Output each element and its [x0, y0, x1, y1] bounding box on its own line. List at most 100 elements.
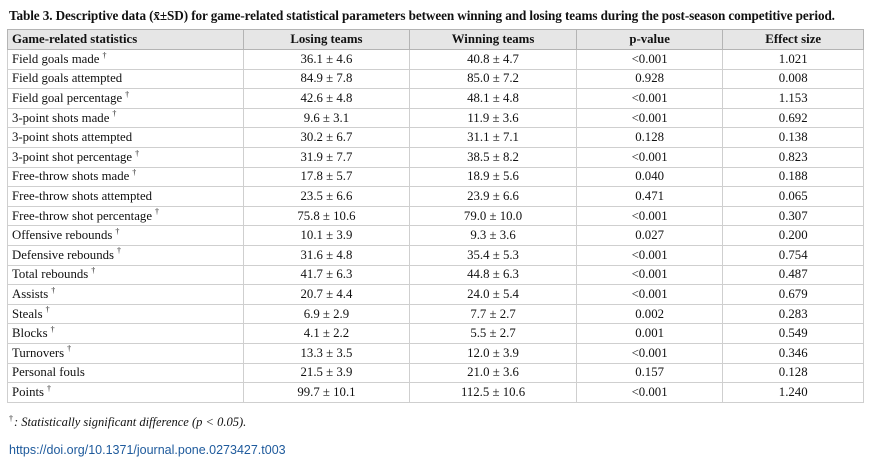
effect-size-cell: 0.679	[722, 284, 864, 305]
table-row: Field goal percentage † 42.6 ± 4.8 48.1 ± 4…	[7, 88, 864, 109]
header-winning-teams: Winning teams	[409, 29, 577, 50]
stat-name: Assists	[12, 286, 49, 301]
losing-teams-cell: 9.6 ± 3.1	[242, 107, 411, 129]
effect-size-cell: 1.021	[722, 49, 864, 70]
table-row: Defensive rebounds † 31.6 ± 4.8 35.4 ± 5.3 <…	[7, 244, 864, 266]
stat-name: Field goals attempted	[12, 71, 123, 86]
stat-name: Blocks	[12, 326, 48, 341]
stat-name-cell: Free-throw shots made †	[7, 166, 244, 188]
header-losing-teams: Losing teams	[242, 29, 411, 50]
winning-teams-cell: 112.5 ± 10.6	[409, 382, 577, 403]
effect-size-cell: 1.240	[722, 382, 864, 403]
p-value-cell: 0.157	[575, 362, 724, 384]
p-value-cell: <0.001	[575, 284, 724, 305]
losing-teams-cell: 75.8 ± 10.6	[242, 205, 411, 227]
stat-name: Personal fouls	[12, 365, 85, 380]
winning-teams-cell: 11.9 ± 3.6	[409, 107, 577, 129]
winning-teams-cell: 23.9 ± 6.6	[409, 186, 577, 207]
stat-name-cell: Assists †	[7, 284, 244, 305]
significance-dagger: †	[132, 168, 137, 178]
stat-name-cell: Blocks †	[7, 323, 244, 344]
p-value-cell: <0.001	[575, 49, 724, 70]
significance-dagger: †	[45, 305, 50, 315]
table-caption: Table 3. Descriptive data (x̄±SD) for ga…	[9, 8, 835, 23]
stat-name-cell: Field goals made †	[7, 49, 244, 70]
table-row: 3-point shots made † 9.6 ± 3.1 11.9 ± 3.6 <0…	[7, 107, 864, 129]
losing-teams-cell: 41.7 ± 6.3	[242, 264, 411, 286]
losing-teams-cell: 17.8 ± 5.7	[242, 166, 411, 188]
stat-name: Free-throw shots attempted	[12, 188, 153, 203]
winning-teams-cell: 7.7 ± 2.7	[409, 303, 577, 325]
winning-teams-cell: 5.5 ± 2.7	[409, 323, 577, 344]
winning-teams-cell: 40.8 ± 4.7	[409, 49, 577, 70]
header-effect-size: Effect size	[722, 29, 864, 50]
table-row: Personal fouls 21.5 ± 3.9 21.0 ± 3.6 0.157 0…	[7, 362, 864, 384]
losing-teams-cell: 42.6 ± 4.8	[242, 88, 411, 109]
table-row: Free-throw shots attempted 23.5 ± 6.6 23.9…	[7, 186, 864, 207]
p-value-cell: 0.471	[575, 186, 724, 207]
winning-teams-cell: 44.8 ± 6.3	[409, 264, 577, 286]
table-row: 3-point shot percentage † 31.9 ± 7.7 38.5 ±…	[7, 146, 864, 168]
effect-size-cell: 0.128	[722, 362, 864, 384]
losing-teams-cell: 36.1 ± 4.6	[242, 49, 411, 70]
table-row: Free-throw shots made † 17.8 ± 5.7 18.9 ± 5…	[7, 166, 864, 188]
table-row: 3-point shots attempted 30.2 ± 6.7 31.1 ± …	[7, 127, 864, 148]
stat-name: 3-point shots made	[12, 110, 110, 125]
stat-name: 3-point shot percentage	[12, 149, 133, 164]
effect-size-cell: 0.188	[722, 166, 864, 188]
stat-name-cell: Offensive rebounds †	[7, 225, 244, 246]
winning-teams-cell: 48.1 ± 4.8	[409, 88, 577, 109]
doi-link[interactable]: https://doi.org/10.1371/journal.pone.027…	[9, 443, 286, 457]
significance-dagger: †	[51, 285, 56, 295]
losing-teams-cell: 13.3 ± 3.5	[242, 342, 411, 364]
p-value-cell: <0.001	[575, 205, 724, 227]
significance-dagger: †	[117, 246, 121, 256]
effect-size-cell: 0.138	[722, 127, 864, 148]
p-value-cell: <0.001	[575, 264, 724, 286]
stat-name-cell: 3-point shots attempted	[7, 127, 244, 148]
table-row: Offensive rebounds † 10.1 ± 3.9 9.3 ± 3.6 0.…	[7, 225, 864, 246]
stat-name-cell: 3-point shots made †	[7, 107, 244, 129]
stat-name-cell: Field goals attempted	[7, 68, 244, 90]
stat-name-cell: Defensive rebounds †	[7, 244, 244, 266]
p-value-cell: 0.001	[575, 323, 724, 344]
p-value-cell: <0.001	[575, 244, 724, 266]
table-header-row: Game-related statistics Losing teams Win…	[7, 29, 864, 50]
effect-size-cell: 0.200	[722, 225, 864, 246]
winning-teams-cell: 18.9 ± 5.6	[409, 166, 577, 188]
losing-teams-cell: 21.5 ± 3.9	[242, 362, 411, 384]
stat-name-cell: Field goal percentage †	[7, 88, 244, 109]
effect-size-cell: 0.549	[722, 323, 864, 344]
significance-dagger: †	[115, 226, 120, 236]
stat-name: Points	[12, 384, 45, 399]
effect-size-cell: 0.008	[722, 68, 864, 90]
stat-name-cell: Turnovers †	[7, 342, 244, 364]
table-row: Field goals made † 36.1 ± 4.6 40.8 ± 4.7 <0.…	[7, 49, 864, 70]
stat-name-cell: Personal fouls	[7, 362, 244, 384]
significance-dagger: †	[50, 324, 55, 334]
losing-teams-cell: 31.6 ± 4.8	[242, 244, 411, 266]
p-value-cell: <0.001	[575, 146, 724, 168]
losing-teams-cell: 4.1 ± 2.2	[242, 323, 411, 344]
winning-teams-cell: 85.0 ± 7.2	[409, 68, 577, 90]
winning-teams-cell: 12.0 ± 3.9	[409, 342, 577, 364]
p-value-cell: 0.040	[575, 166, 724, 188]
footnote-text: : Statistically significant difference (…	[14, 415, 247, 429]
losing-teams-cell: 99.7 ± 10.1	[242, 382, 411, 403]
stat-name-cell: Total rebounds †	[7, 264, 244, 286]
footnote: †: Statistically significant difference …	[9, 414, 247, 430]
table-row: Blocks † 4.1 ± 2.2 5.5 ± 2.7 0.001 0.549	[7, 323, 864, 344]
losing-teams-cell: 31.9 ± 7.7	[242, 146, 411, 168]
p-value-cell: 0.128	[575, 127, 724, 148]
winning-teams-cell: 21.0 ± 3.6	[409, 362, 577, 384]
losing-teams-cell: 20.7 ± 4.4	[242, 284, 411, 305]
stat-name: Defensive rebounds	[12, 247, 114, 262]
table-row: Total rebounds † 41.7 ± 6.3 44.8 ± 6.3 <0.00…	[7, 264, 864, 286]
stat-name: Steals	[12, 306, 43, 321]
table-row: Turnovers † 13.3 ± 3.5 12.0 ± 3.9 <0.001 0.34…	[7, 342, 864, 364]
significance-dagger: †	[155, 207, 159, 217]
p-value-cell: <0.001	[575, 382, 724, 403]
p-value-cell: 0.002	[575, 303, 724, 325]
table-row: Points † 99.7 ± 10.1 112.5 ± 10.6 <0.001 1.24…	[7, 382, 864, 403]
stat-name-cell: Free-throw shot percentage †	[7, 205, 244, 227]
